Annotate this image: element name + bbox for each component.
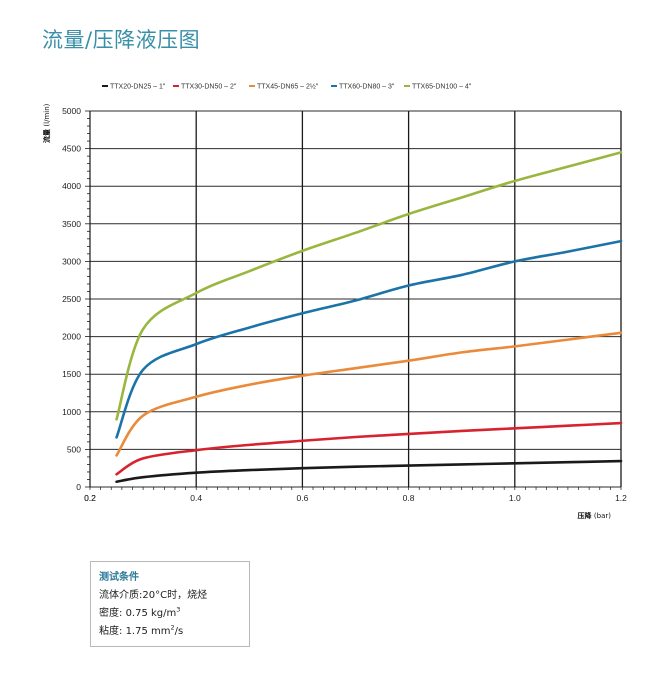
x-tick-label: 0.4 — [190, 493, 202, 503]
density-label: 密度: — [99, 608, 123, 619]
y-axis-ticks: 0 500 1000 1500 2000 2500 3000 3500 4000 4500 5000 — [62, 106, 81, 492]
x-tick-label: 0.6 — [296, 493, 308, 503]
chart-grid — [85, 110, 622, 490]
series-line-5 — [115, 151, 623, 421]
series-line-1 — [115, 459, 623, 484]
x-tick-label: 1.0 — [509, 493, 521, 503]
legend-label: TTX30-DN50 – 2" — [181, 84, 237, 91]
y-tick-label: 5000 — [62, 106, 81, 116]
y-tick-label: 3500 — [62, 219, 81, 229]
medium-label: 流体介质: — [99, 590, 143, 601]
conditions-title: 测试条件 — [99, 572, 139, 583]
y-tick-label: 1000 — [62, 407, 81, 417]
series-line-4 — [115, 239, 623, 439]
x-axis-ticks: 0.20.2 0.4 0.6 0.8 1.0 1.2 — [84, 493, 627, 503]
x-tick-label: 1.2 — [615, 493, 627, 503]
density-unit-sup: 3 — [176, 605, 181, 614]
density-line: 密度: 0.75 kg/m3 — [99, 605, 241, 623]
x-tick-label: 0.2 — [84, 493, 96, 503]
legend-label: TTX45-DN65 – 2½" — [257, 83, 319, 91]
series-line-3 — [115, 331, 623, 457]
y-tick-label: 3000 — [62, 256, 81, 266]
y-axis-label: 流量 (l/min) — [42, 103, 51, 143]
y-tick-label: 2500 — [62, 294, 81, 304]
series-line-2 — [115, 421, 623, 476]
legend-label: TTX60-DN80 – 3" — [339, 84, 395, 91]
y-tick-label: 4000 — [62, 181, 81, 191]
medium-line: 流体介质:20°C时，烧烃 — [99, 587, 241, 605]
x-axis-label: 压降 (bar) — [577, 511, 611, 520]
viscosity-line: 粘度: 1.75 mm2/s — [99, 623, 241, 641]
test-conditions-box: 测试条件 流体介质:20°C时，烧烃 密度: 0.75 kg/m3 粘度: 1.… — [90, 561, 250, 647]
y-tick-label: 500 — [67, 444, 81, 454]
y-tick-label: 4500 — [62, 144, 81, 154]
flow-pressure-chart: TTX20-DN25 – 1" TTX30-DN50 – 2" TTX45-DN65… — [42, 83, 627, 521]
x-tick-label: 0.2 — [84, 493, 96, 503]
viscosity-value: 1.75 mm — [125, 626, 171, 637]
chart-legend: TTX20-DN25 – 1" TTX30-DN50 – 2" TTX45-DN65… — [102, 83, 472, 91]
viscosity-unit-sup: 2 — [170, 623, 175, 632]
viscosity-label: 粘度: — [99, 626, 123, 637]
medium-value: 20°C时，烧烃 — [142, 590, 208, 601]
x-tick-label: 0.8 — [403, 493, 415, 503]
legend-label: TTX65-DN100 – 4" — [412, 84, 472, 91]
page-title: 流量/压降液压图 — [42, 28, 201, 52]
y-tick-label: 1500 — [62, 369, 81, 379]
legend-label: TTX20-DN25 – 1" — [110, 84, 166, 91]
y-tick-label: 2000 — [62, 332, 81, 342]
y-tick-label: 0 — [76, 482, 81, 492]
chart-series — [115, 151, 623, 484]
viscosity-unit-suffix: /s — [174, 626, 184, 637]
density-value: 0.75 kg/m — [125, 608, 177, 619]
